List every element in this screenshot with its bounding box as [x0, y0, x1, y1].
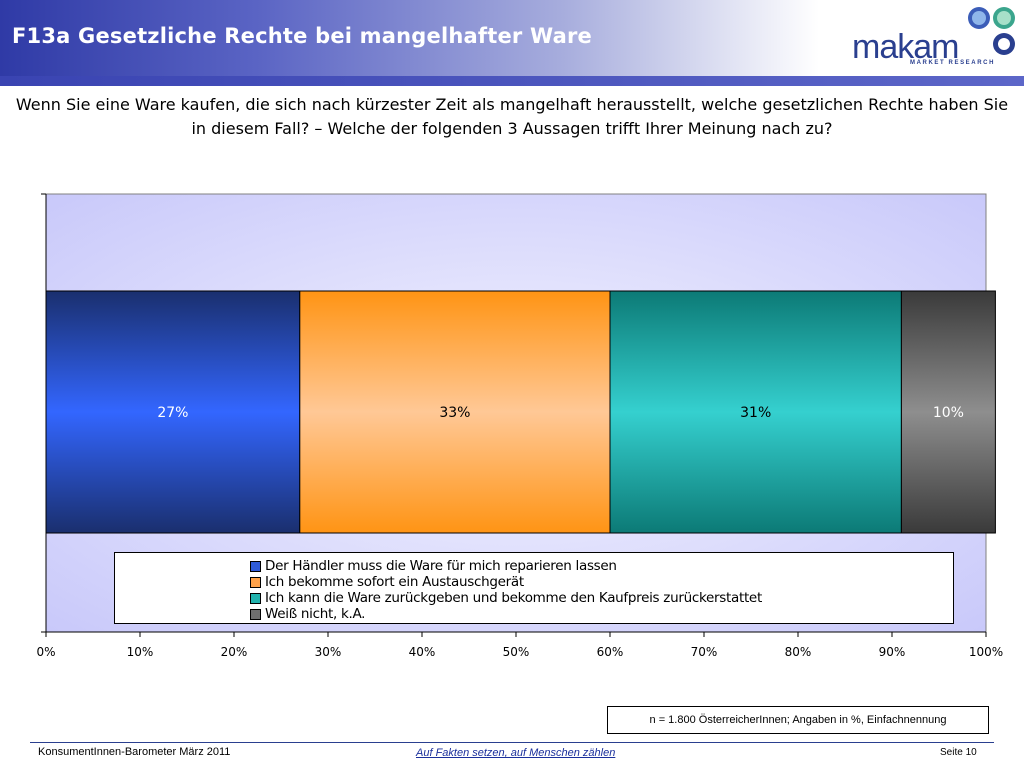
legend-swatch: [250, 592, 261, 604]
x-tick-label: 10%: [127, 645, 154, 659]
x-tick-label: 60%: [597, 645, 624, 659]
legend-label: Ich bekomme sofort ein Austauschgerät: [265, 574, 524, 590]
data-label-4: 10%: [933, 405, 964, 421]
x-tick-label: 0%: [36, 645, 55, 659]
sample-note: n = 1.800 ÖsterreicherInnen; Angaben in …: [607, 706, 989, 734]
bar-segment-4: [900, 290, 996, 534]
footer-slogan[interactable]: Auf Fakten setzen, auf Menschen zählen: [416, 747, 616, 759]
page-number: Seite 10: [940, 747, 977, 758]
footer-rule: [30, 742, 994, 743]
legend-item-3: Ich kann die Ware zurückgeben und bekomm…: [250, 590, 762, 606]
legend-item-4: Weiß nicht, k.A.: [250, 606, 762, 622]
legend-swatch: [250, 608, 261, 620]
bar-segment-3: [609, 290, 902, 534]
bar-segment-1: [45, 290, 301, 534]
page-title: F13a Gesetzliche Rechte bei mangelhafter…: [12, 24, 592, 48]
legend-label: Der Händler muss die Ware für mich repar…: [265, 558, 617, 574]
logo-mark-icon: [968, 7, 1015, 55]
x-tick-label: 90%: [879, 645, 906, 659]
logo-subtext: MARKET RESEARCH: [910, 60, 996, 66]
footer-source: KonsumentInnen-Barometer März 2011: [38, 746, 231, 758]
data-label-1: 27%: [157, 405, 188, 421]
header-bar: F13a Gesetzliche Rechte bei mangelhafter…: [0, 0, 1024, 76]
x-tick-label: 50%: [503, 645, 530, 659]
legend-swatch: [250, 576, 261, 588]
x-tick-label: 40%: [409, 645, 436, 659]
data-label-3: 31%: [740, 405, 771, 421]
x-tick-label: 30%: [315, 645, 342, 659]
logo-wordmark: makam: [852, 28, 959, 66]
x-tick-label: 70%: [691, 645, 718, 659]
legend-label: Ich kann die Ware zurückgeben und bekomm…: [265, 590, 762, 606]
bar-segments: 27% 33% 31% 10%: [45, 290, 996, 534]
survey-question: Wenn Sie eine Ware kaufen, die sich nach…: [15, 95, 1009, 138]
x-axis: 0% 10% 20% 30% 40% 50% 60% 70% 80% 90% 100%: [36, 193, 1003, 659]
x-tick-label: 100%: [969, 645, 1003, 659]
data-label-2: 33%: [439, 405, 470, 421]
legend-label: Weiß nicht, k.A.: [265, 606, 366, 622]
legend-items: Der Händler muss die Ware für mich repar…: [250, 558, 762, 622]
header-rule: [0, 76, 1024, 86]
x-tick-label: 20%: [221, 645, 248, 659]
legend-swatch: [250, 560, 261, 572]
legend: Der Händler muss die Ware für mich repar…: [114, 552, 954, 624]
bar-segment-2: [299, 290, 611, 534]
legend-item-2: Ich bekomme sofort ein Austauschgerät: [250, 574, 762, 590]
makam-logo: makam MARKET RESEARCH: [852, 6, 1020, 72]
x-tick-label: 80%: [785, 645, 812, 659]
legend-item-1: Der Händler muss die Ware für mich repar…: [250, 558, 762, 574]
